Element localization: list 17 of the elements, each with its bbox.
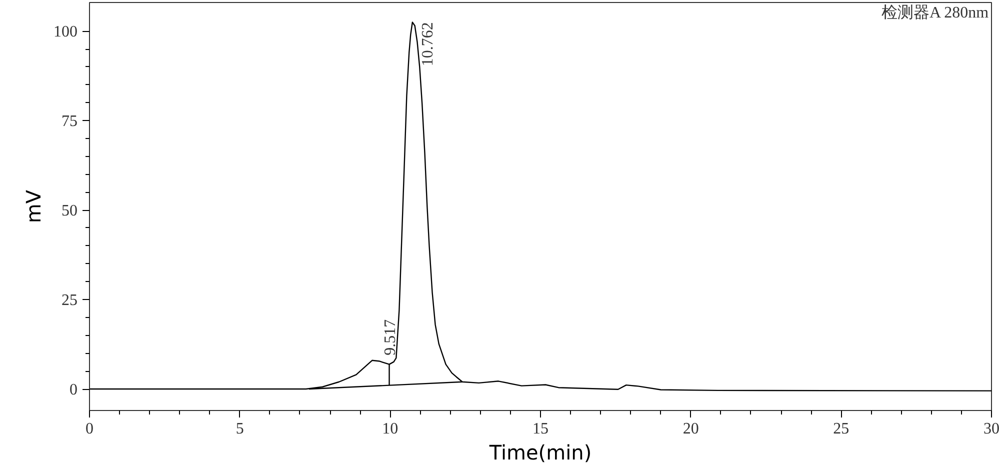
x-tick-label: 15 xyxy=(532,420,548,438)
y-axis-title: mV xyxy=(22,190,46,224)
y-tick-label: 50 xyxy=(62,202,78,220)
x-axis-title: Time(min) xyxy=(488,440,592,464)
x-tick-label: 0 xyxy=(86,420,94,438)
y-tick-label: 100 xyxy=(54,24,78,41)
x-tick-label: 10 xyxy=(382,420,398,438)
x-tick-label: 20 xyxy=(682,420,699,438)
y-tick-label: 25 xyxy=(62,292,78,310)
x-tick-label: 25 xyxy=(833,420,850,438)
y-tick-label: 0 xyxy=(70,382,78,399)
y-tick-label: 75 xyxy=(62,113,78,130)
annotation: 检测器A 280nm xyxy=(882,4,990,22)
annotation: 10.762 xyxy=(420,22,437,66)
x-tick-label: 5 xyxy=(236,420,244,438)
annotation: 9.517 xyxy=(382,319,400,356)
x-tick-label: 30 xyxy=(984,420,999,438)
